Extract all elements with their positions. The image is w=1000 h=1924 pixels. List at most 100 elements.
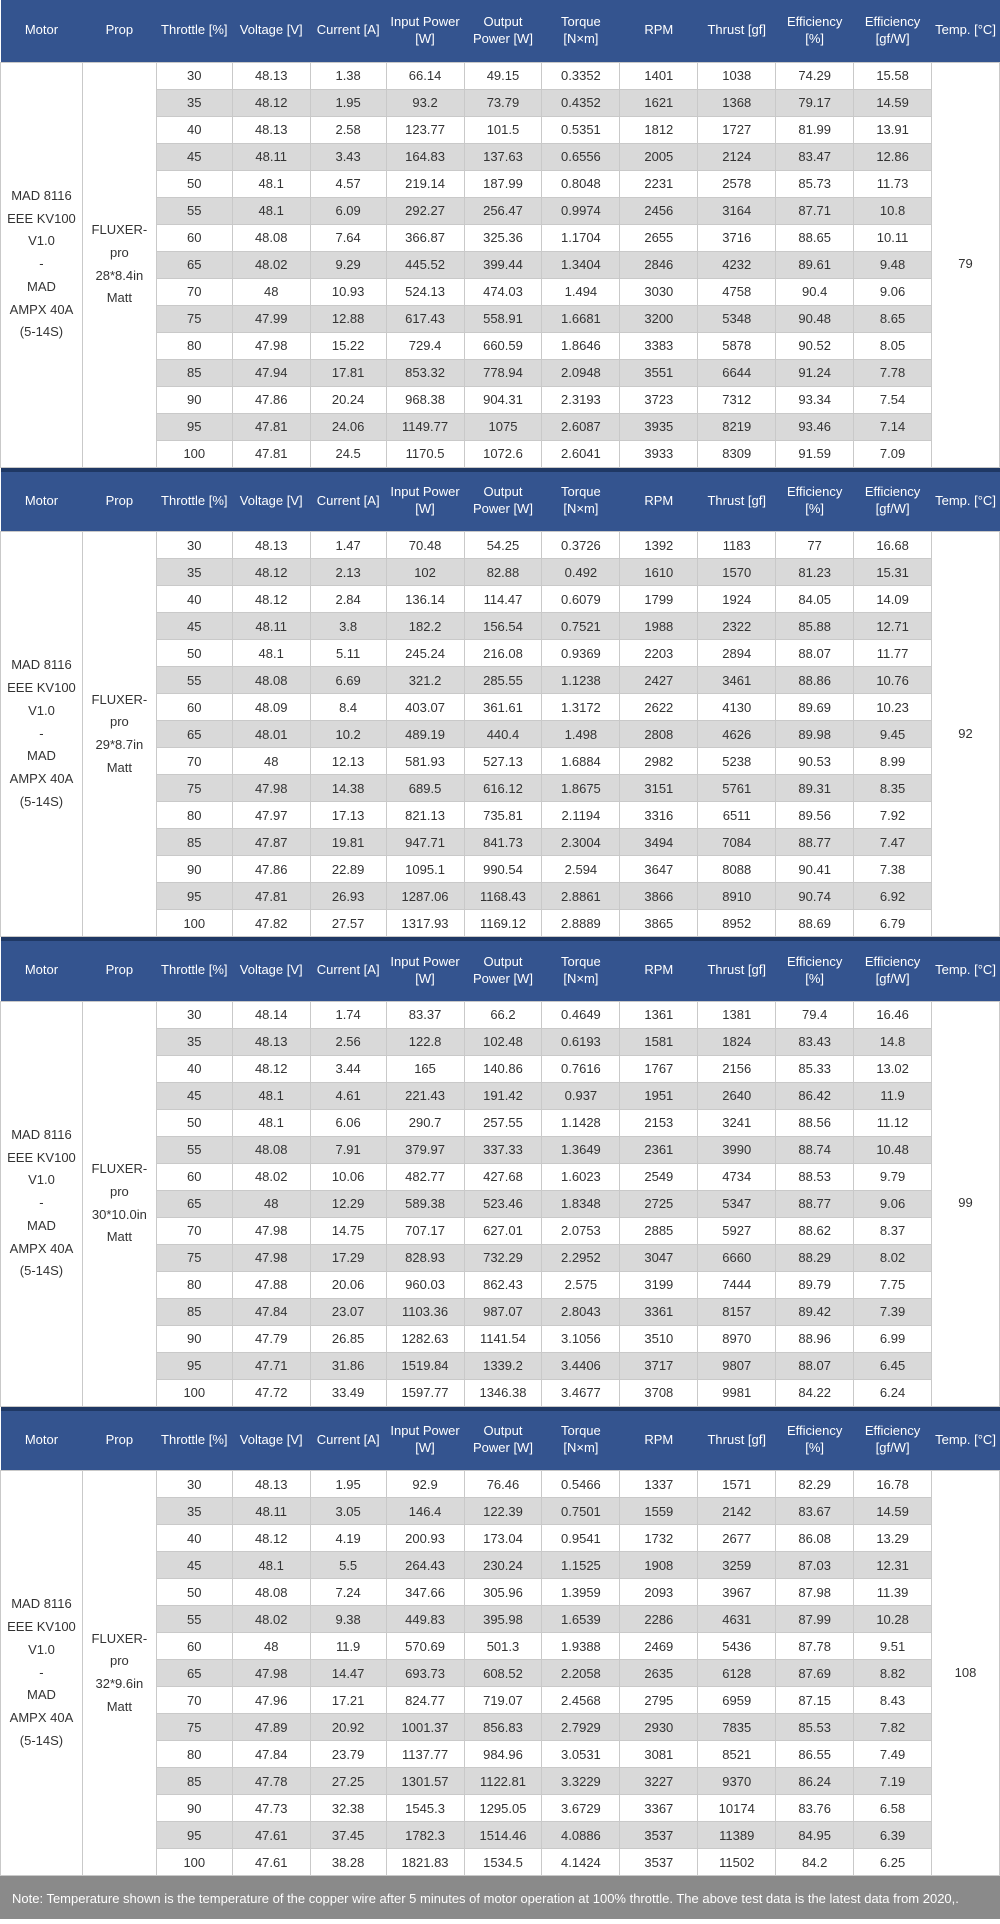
current-cell: 17.81	[309, 358, 387, 387]
col-header-rpm: RPM	[619, 0, 698, 62]
thrust-cell: 2322	[697, 612, 777, 640]
torque-cell: 3.1056	[541, 1324, 621, 1353]
col-header-temp: Temp. [°C]	[931, 0, 1000, 62]
rpm-cell: 2456	[619, 196, 699, 225]
rpm-cell: 1337	[619, 1470, 699, 1498]
thrust-cell: 6660	[697, 1243, 777, 1272]
rpm-cell: 3361	[619, 1297, 699, 1326]
output-power-cell: 1072.6	[463, 439, 543, 468]
output-power-cell: 101.5	[463, 115, 543, 144]
thrust-cell: 2124	[697, 142, 777, 171]
output-power-cell: 54.25	[463, 531, 543, 559]
col-header-thrust: Thrust [gf]	[697, 0, 776, 62]
input-power-cell: 570.69	[385, 1632, 465, 1660]
table-row: 40 48.12 2.84 136.14 114.47 0.6079 1799 1924 84.…	[1, 585, 1000, 613]
efficiency-pct-cell: 79.17	[775, 88, 855, 117]
output-power-cell: 395.98	[463, 1605, 543, 1633]
throttle-cell: 60	[155, 693, 233, 721]
thrust-cell: 2894	[697, 639, 777, 667]
rpm-cell: 3933	[619, 439, 699, 468]
voltage-cell: 48.1	[231, 1551, 311, 1579]
input-power-cell: 1095.1	[385, 855, 465, 883]
col-header-torque: Torque [N×m]	[541, 0, 620, 62]
thrust-cell: 2142	[697, 1497, 777, 1525]
rpm-cell: 3227	[619, 1767, 699, 1795]
current-cell: 5.5	[309, 1551, 387, 1579]
throttle-cell: 70	[155, 277, 233, 306]
efficiency-gfw-cell: 11.9	[853, 1081, 933, 1110]
current-cell: 1.47	[309, 531, 387, 559]
table-row: 35 48.11 3.05 146.4 122.39 0.7501 1559 2142 83.6…	[1, 1497, 1000, 1525]
throttle-cell: 95	[155, 882, 233, 910]
rpm-cell: 1988	[619, 612, 699, 640]
throttle-cell: 40	[155, 1054, 233, 1083]
voltage-cell: 48.08	[231, 666, 311, 694]
col-header-motor: Motor	[0, 939, 83, 1001]
col-header-torque: Torque [N×m]	[541, 939, 620, 1001]
table-row: 95 47.71 31.86 1519.84 1339.2 3.4406 3717 9807 8…	[1, 1351, 1000, 1380]
output-power-cell: 527.13	[463, 747, 543, 775]
rpm-cell: 3647	[619, 855, 699, 883]
col-header-efficiency-gfw: Efficiency [gf/W]	[853, 469, 932, 532]
efficiency-pct-cell: 91.24	[775, 358, 855, 387]
thrust-cell: 10174	[697, 1794, 777, 1822]
torque-cell: 2.3004	[541, 828, 621, 856]
voltage-cell: 47.98	[231, 774, 311, 802]
torque-cell: 4.1424	[541, 1848, 621, 1876]
table-row: 50 48.08 7.24 347.66 305.96 1.3959 2093 3967 87.…	[1, 1578, 1000, 1606]
prop-cell: FLUXER- pro 30*10.0in Matt	[81, 1000, 157, 1407]
efficiency-gfw-cell: 8.37	[853, 1216, 933, 1245]
input-power-cell: 292.27	[385, 196, 465, 225]
efficiency-gfw-cell: 10.48	[853, 1135, 933, 1164]
efficiency-pct-cell: 89.31	[775, 774, 855, 802]
throttle-cell: 95	[155, 1821, 233, 1849]
current-cell: 32.38	[309, 1794, 387, 1822]
col-header-efficiency-pct: Efficiency [%]	[775, 0, 854, 62]
thrust-cell: 2677	[697, 1524, 777, 1552]
torque-cell: 1.6023	[541, 1162, 621, 1191]
motor-cell: MAD 8116 EEE KV100 V1.0 - MAD AMPX 40A (…	[0, 1000, 83, 1407]
voltage-cell: 48	[231, 1189, 311, 1218]
voltage-cell: 47.98	[231, 331, 311, 360]
input-power-cell: 1545.3	[385, 1794, 465, 1822]
output-power-cell: 216.08	[463, 639, 543, 667]
input-power-cell: 1287.06	[385, 882, 465, 910]
efficiency-pct-cell: 89.98	[775, 720, 855, 748]
rpm-cell: 3200	[619, 304, 699, 333]
thrust-cell: 1727	[697, 115, 777, 144]
rpm-cell: 1581	[619, 1027, 699, 1056]
efficiency-pct-cell: 88.07	[775, 639, 855, 667]
torque-cell: 1.3404	[541, 250, 621, 279]
rpm-cell: 3717	[619, 1351, 699, 1380]
thrust-cell: 6511	[697, 801, 777, 829]
throttle-cell: 70	[155, 1686, 233, 1714]
throttle-cell: 60	[155, 1162, 233, 1191]
table-row: 85 47.87 19.81 947.71 841.73 2.3004 3494 7084 88…	[1, 828, 1000, 856]
torque-cell: 0.7521	[541, 612, 621, 640]
voltage-cell: 48	[231, 1632, 311, 1660]
col-header-efficiency-gfw: Efficiency [gf/W]	[853, 0, 932, 62]
col-header-voltage: Voltage [V]	[232, 469, 311, 532]
thrust-cell: 7084	[697, 828, 777, 856]
header-row: Motor Prop Throttle [%] Voltage [V] Curr…	[0, 939, 1000, 1001]
throttle-cell: 30	[155, 1000, 233, 1029]
col-header-efficiency-gfw: Efficiency [gf/W]	[853, 939, 932, 1001]
thrust-cell: 1381	[697, 1000, 777, 1029]
output-power-cell: 558.91	[463, 304, 543, 333]
throttle-cell: 70	[155, 1216, 233, 1245]
current-cell: 10.06	[309, 1162, 387, 1191]
table-row: 70 48 12.13 581.93 527.13 1.6884 2982 5238 90.53…	[1, 747, 1000, 775]
motor-cell: MAD 8116 EEE KV100 V1.0 - MAD AMPX 40A (…	[0, 61, 83, 468]
torque-cell: 2.575	[541, 1270, 621, 1299]
current-cell: 2.84	[309, 585, 387, 613]
rpm-cell: 3551	[619, 358, 699, 387]
efficiency-pct-cell: 88.74	[775, 1135, 855, 1164]
rpm-cell: 2795	[619, 1686, 699, 1714]
thrust-cell: 5347	[697, 1189, 777, 1218]
current-cell: 2.13	[309, 558, 387, 586]
efficiency-pct-cell: 83.67	[775, 1497, 855, 1525]
efficiency-pct-cell: 90.74	[775, 882, 855, 910]
voltage-cell: 48.08	[231, 223, 311, 252]
input-power-cell: 379.97	[385, 1135, 465, 1164]
efficiency-gfw-cell: 14.09	[853, 585, 933, 613]
